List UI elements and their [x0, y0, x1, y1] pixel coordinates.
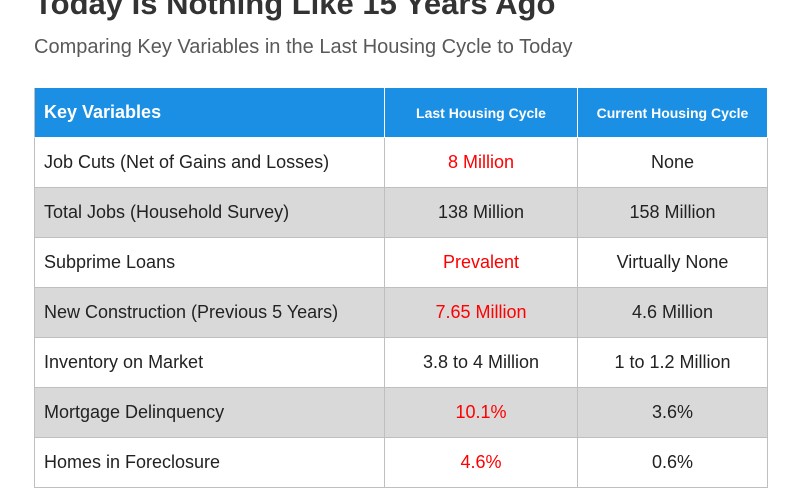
row-label: Inventory on Market	[34, 338, 385, 388]
table-cell: Virtually None	[578, 238, 768, 288]
table-cell: 3.8 to 4 Million	[385, 338, 578, 388]
comparison-table: Key Variables Last Housing Cycle Current H…	[34, 88, 768, 488]
subtitle: Comparing Key Variables in the Last Hous…	[34, 36, 573, 58]
row-label: Homes in Foreclosure	[34, 438, 385, 488]
table-cell: 3.6%	[578, 388, 768, 438]
table-cell: 8 Million	[385, 138, 578, 188]
column-header: Key Variables	[34, 88, 385, 138]
table-cell: 158 Million	[578, 188, 768, 238]
row-label: Total Jobs (Household Survey)	[34, 188, 385, 238]
table-cell: 7.65 Million	[385, 288, 578, 338]
column-header: Last Housing Cycle	[385, 88, 578, 138]
table-cell: 4.6 Million	[578, 288, 768, 338]
table-cell: None	[578, 138, 768, 188]
table-cell: 1 to 1.2 Million	[578, 338, 768, 388]
table-cell: 10.1%	[385, 388, 578, 438]
table-cell: Prevalent	[385, 238, 578, 288]
table-cell: 0.6%	[578, 438, 768, 488]
column-header: Current Housing Cycle	[578, 88, 768, 138]
row-label: Mortgage Delinquency	[34, 388, 385, 438]
row-label: New Construction (Previous 5 Years)	[34, 288, 385, 338]
row-label: Subprime Loans	[34, 238, 385, 288]
title: Today Is Nothing Like 15 Years Ago	[34, 0, 556, 21]
table-cell: 4.6%	[385, 438, 578, 488]
row-label: Job Cuts (Net of Gains and Losses)	[34, 138, 385, 188]
table-cell: 138 Million	[385, 188, 578, 238]
